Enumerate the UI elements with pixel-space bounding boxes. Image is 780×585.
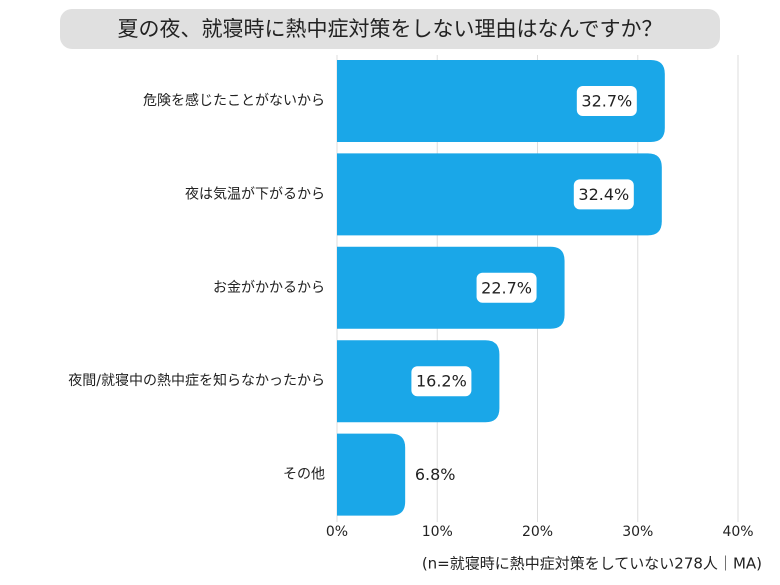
bar (337, 246, 565, 329)
x-tick-label: 0% (326, 524, 348, 540)
category-label: 夜間/就寝中の熱中症を知らなかったから (68, 372, 325, 389)
value-label-box (411, 366, 472, 397)
title-box (60, 9, 720, 49)
x-tick-label: 20% (522, 524, 553, 540)
x-tick-label: 10% (422, 524, 453, 540)
value-label: 6.8% (415, 465, 456, 484)
value-label: 22.7% (481, 278, 532, 297)
value-label: 32.4% (578, 185, 629, 204)
bar (337, 153, 662, 236)
category-label: その他 (283, 467, 325, 483)
category-label: お金がかかるから (213, 280, 325, 296)
bar (337, 60, 665, 142)
x-tick-label: 30% (622, 524, 653, 540)
x-tick-label: 40% (722, 524, 753, 540)
value-label-box (573, 179, 634, 210)
value-label-box (476, 272, 537, 303)
bar (337, 433, 406, 516)
category-label: 夜は気温が下がるから (185, 186, 325, 202)
value-label-box (576, 86, 637, 116)
note: (n=就寝時に熱中症対策をしていない278人｜MA) (422, 555, 762, 573)
chart-title: 夏の夜、就寝時に熱中症対策をしない理由はなんですか？ (118, 17, 663, 41)
value-label: 16.2% (416, 372, 467, 391)
value-label: 32.7% (581, 92, 632, 111)
category-label: 危険を感じたことがないから (143, 92, 325, 109)
